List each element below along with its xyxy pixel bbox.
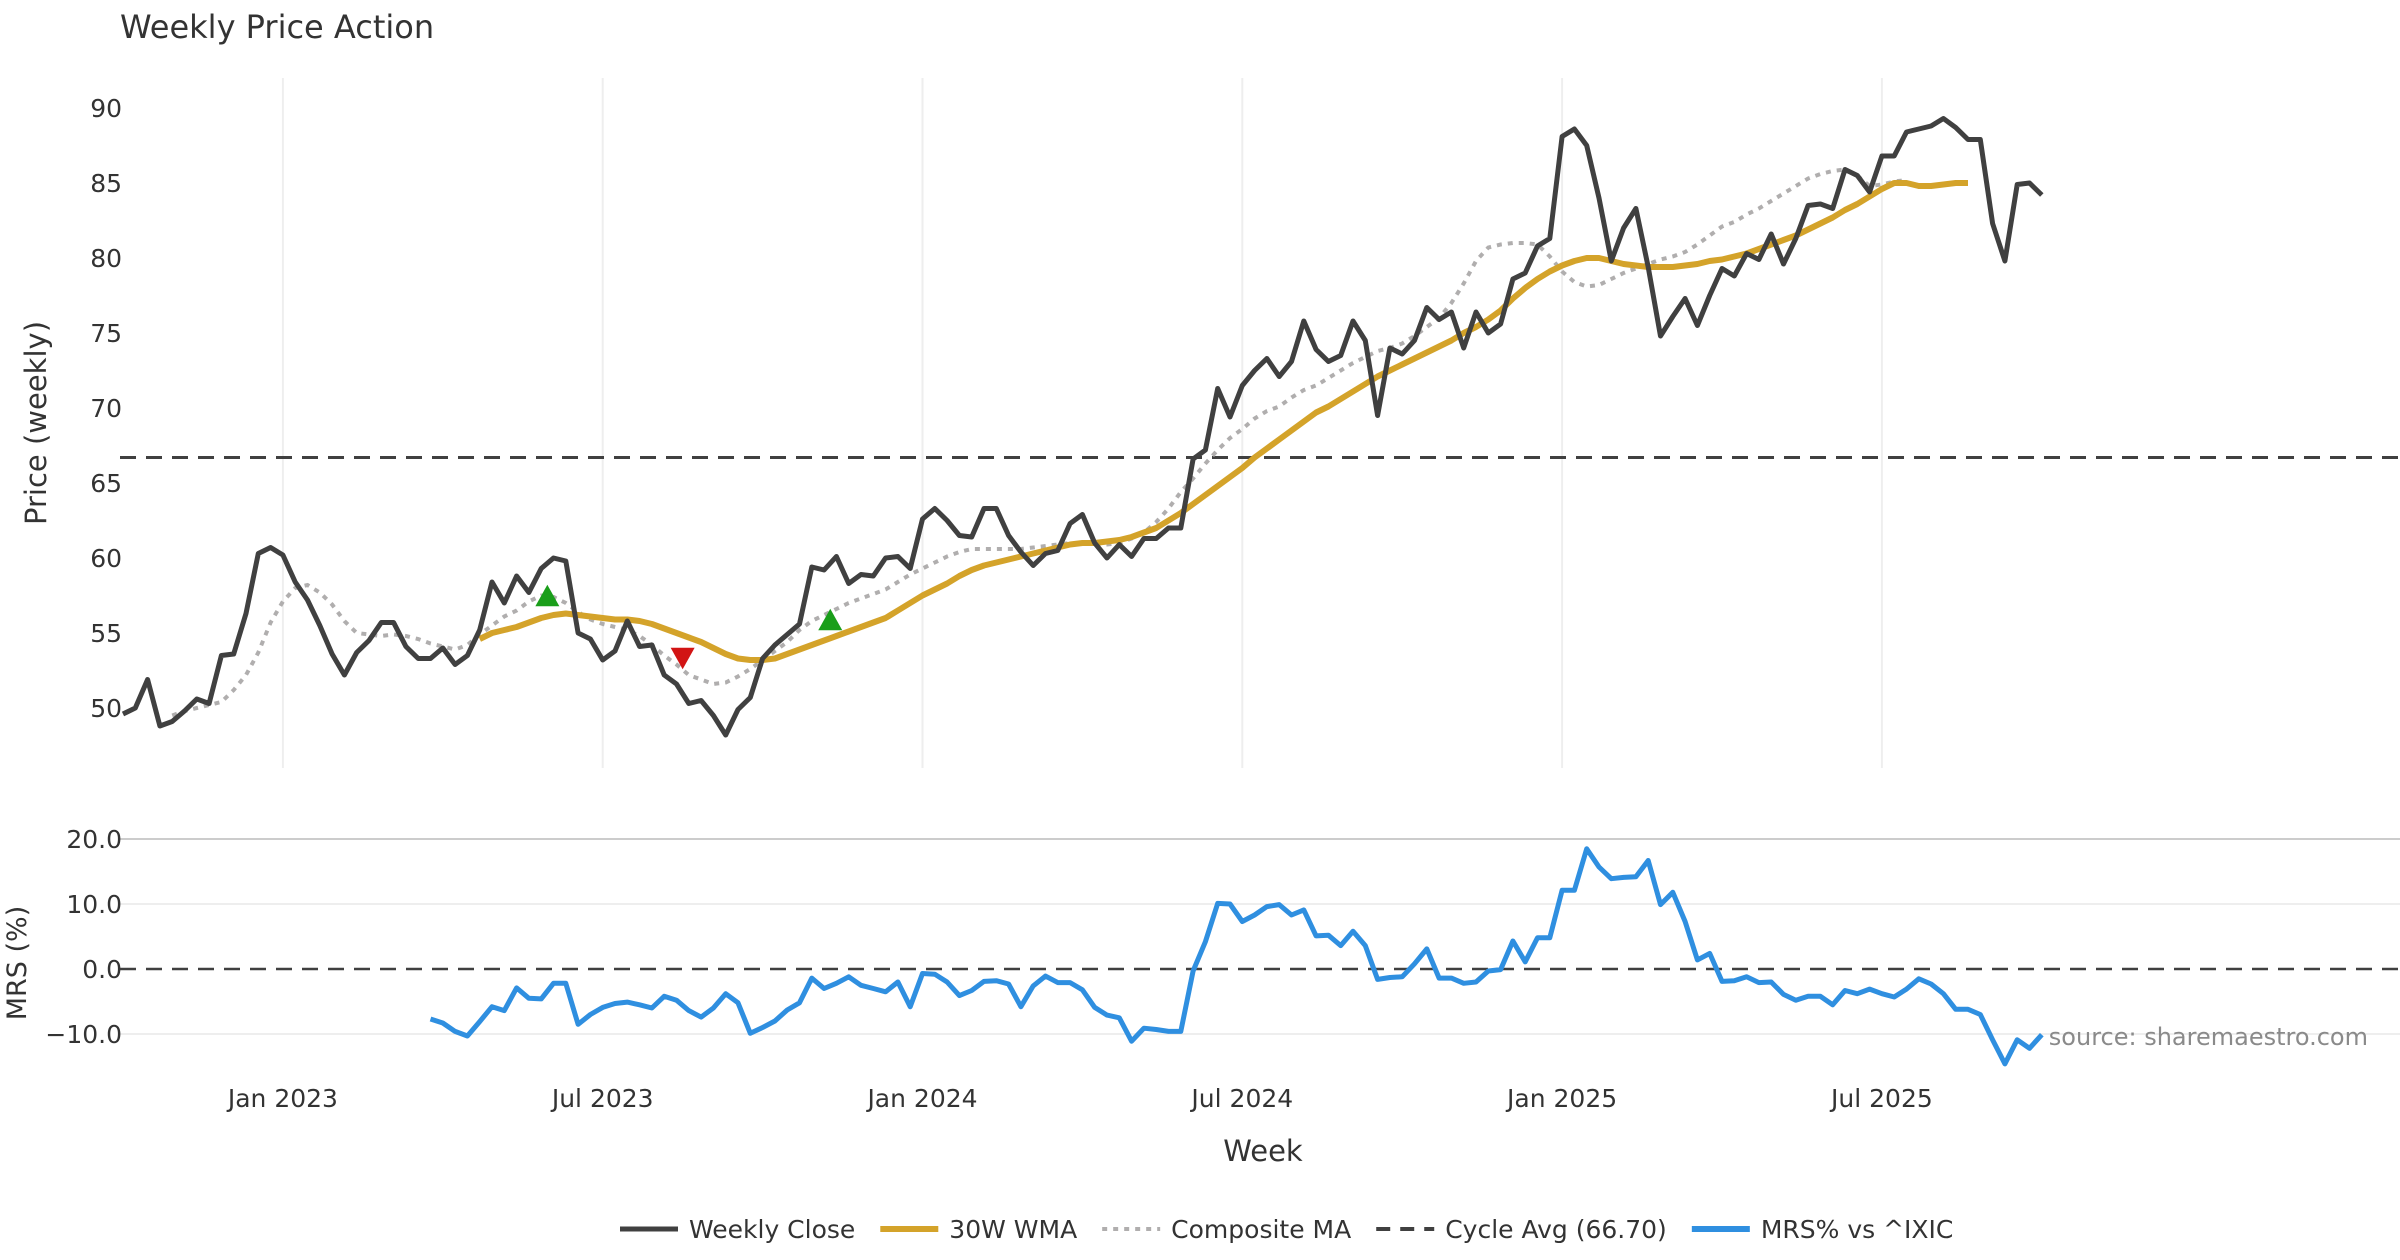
mrs-y-tick-label: 0.0 xyxy=(82,955,122,984)
legend-label: 30W WMA xyxy=(949,1215,1077,1244)
price-y-tick-label: 65 xyxy=(90,469,122,498)
mrs-y-tick-label: 20.0 xyxy=(66,825,122,854)
buy-signal-marker xyxy=(818,608,843,631)
legend-item: 30W WMA xyxy=(880,1215,1077,1244)
price-y-axis-label: Price (weekly) xyxy=(19,321,53,525)
wma-30w-line xyxy=(478,180,1968,663)
sell-signal-marker xyxy=(670,647,695,670)
signal-markers xyxy=(535,584,843,670)
legend-label: Composite MA xyxy=(1171,1215,1351,1244)
x-tick-label: Jul 2023 xyxy=(550,1084,654,1113)
mrs-horizontal-gridlines xyxy=(120,838,2400,1035)
mrs-y-tick-label: −10.0 xyxy=(45,1020,122,1049)
mrs-line xyxy=(429,846,2044,1067)
legend-item: Composite MA xyxy=(1102,1215,1351,1244)
price-y-tick-label: 90 xyxy=(90,94,122,123)
buy-signal-marker xyxy=(535,584,560,607)
mrs-panel: −10.0 0.0 10.0 20.0 MRS (%) source: sharema… xyxy=(2,825,2400,1067)
legend-item: MRS% vs ^IXIC xyxy=(1691,1215,1954,1244)
price-y-tick-label: 85 xyxy=(90,169,122,198)
x-tick-label: Jan 2025 xyxy=(1505,1084,1617,1113)
source-note: source: sharemaestro.com xyxy=(2049,1023,2368,1051)
x-tick-label: Jan 2024 xyxy=(865,1084,977,1113)
price-y-tick-label: 75 xyxy=(90,319,122,348)
x-tick-label: Jan 2023 xyxy=(226,1084,338,1113)
x-tick-label: Jul 2025 xyxy=(1829,1084,1933,1113)
x-tick-label: Jul 2024 xyxy=(1189,1084,1293,1113)
price-y-tick-label: 60 xyxy=(90,544,122,573)
chart-title: Weekly Price Action xyxy=(120,8,434,46)
mrs-y-tick-label: 10.0 xyxy=(66,890,122,919)
legend-label: Cycle Avg (66.70) xyxy=(1445,1215,1667,1244)
mrs-y-axis-label: MRS (%) xyxy=(2,906,33,1021)
price-y-tick-label: 80 xyxy=(90,244,122,273)
price-vertical-gridlines xyxy=(281,78,1883,768)
price-y-ticks: 50 55 60 65 70 75 80 85 90 xyxy=(90,94,122,723)
mrs-y-ticks: −10.0 0.0 10.0 20.0 xyxy=(45,825,122,1049)
legend-item: Weekly Close xyxy=(620,1215,855,1244)
legend: Weekly Close 30W WMA Composite MA Cycle Avg… xyxy=(620,1215,1953,1244)
legend-label: MRS% vs ^IXIC xyxy=(1761,1215,1954,1244)
legend-label: Weekly Close xyxy=(689,1215,855,1244)
weekly-close-line xyxy=(121,116,2044,738)
x-axis-label: Week xyxy=(1223,1134,1303,1168)
price-y-tick-label: 55 xyxy=(90,619,122,648)
price-y-tick-label: 70 xyxy=(90,394,122,423)
composite-ma-line xyxy=(171,167,1907,718)
x-axis-ticks: Jan 2023 Jul 2023 Jan 2024 Jul 2024 Jan 2025… xyxy=(226,1084,1933,1113)
price-y-tick-label: 50 xyxy=(90,694,122,723)
legend-item: Cycle Avg (66.70) xyxy=(1376,1215,1667,1244)
price-panel: 50 55 60 65 70 75 80 85 90 Price (weekly) xyxy=(19,78,2400,768)
